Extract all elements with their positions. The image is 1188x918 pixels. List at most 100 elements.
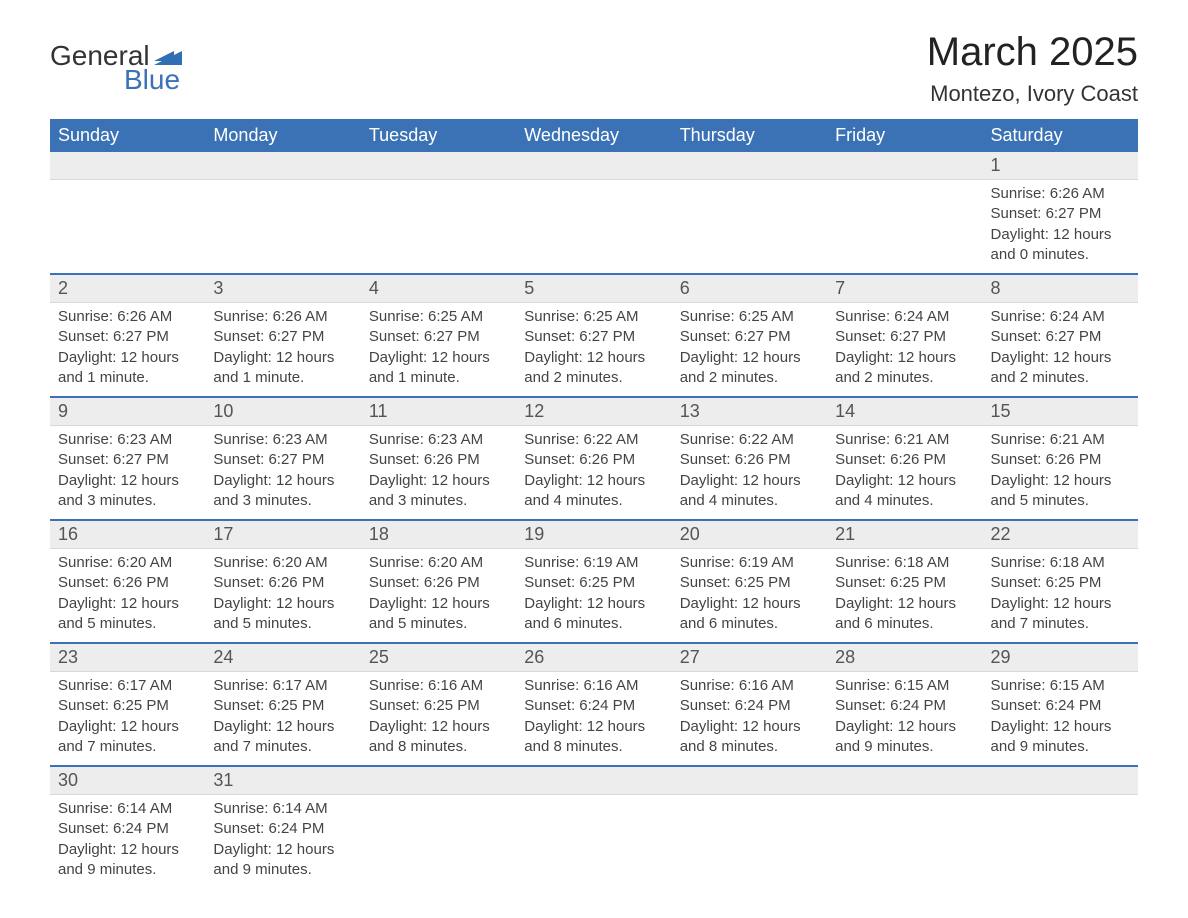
daylight-text-1: Daylight: 12 hours <box>213 594 352 614</box>
day-number: 12 <box>516 398 671 426</box>
daylight-text-1: Daylight: 12 hours <box>213 717 352 737</box>
calendar-cell-daynum: 27Sunrise: 6:16 AMSunset: 6:24 PMDayligh… <box>672 643 827 766</box>
calendar-cell-daynum: 8Sunrise: 6:24 AMSunset: 6:27 PMDaylight… <box>983 274 1138 397</box>
sunset-text: Sunset: 6:26 PM <box>835 450 974 470</box>
day-number <box>827 152 982 180</box>
calendar-cell-daynum: 23Sunrise: 6:17 AMSunset: 6:25 PMDayligh… <box>50 643 205 766</box>
sunrise-text: Sunrise: 6:24 AM <box>991 307 1130 327</box>
day-number: 23 <box>50 644 205 672</box>
sunrise-text: Sunrise: 6:18 AM <box>835 553 974 573</box>
calendar-cell-daynum <box>672 766 827 888</box>
calendar-cell-daynum: 4Sunrise: 6:25 AMSunset: 6:27 PMDaylight… <box>361 274 516 397</box>
location-label: Montezo, Ivory Coast <box>927 81 1138 107</box>
calendar-cell-daynum <box>516 766 671 888</box>
day-number: 25 <box>361 644 516 672</box>
daylight-text-2: and 9 minutes. <box>213 860 352 880</box>
day-content: Sunrise: 6:25 AMSunset: 6:27 PMDaylight:… <box>672 303 827 396</box>
daylight-text-2: and 5 minutes. <box>991 491 1130 511</box>
day-number: 20 <box>672 521 827 549</box>
daylight-text-2: and 8 minutes. <box>524 737 663 757</box>
calendar-cell-daynum: 5Sunrise: 6:25 AMSunset: 6:27 PMDaylight… <box>516 274 671 397</box>
calendar-cell-daynum <box>361 766 516 888</box>
calendar-cell-daynum: 3Sunrise: 6:26 AMSunset: 6:27 PMDaylight… <box>205 274 360 397</box>
calendar-cell-daynum: 28Sunrise: 6:15 AMSunset: 6:24 PMDayligh… <box>827 643 982 766</box>
calendar-cell-daynum: 31Sunrise: 6:14 AMSunset: 6:24 PMDayligh… <box>205 766 360 888</box>
weekday-header: Wednesday <box>516 119 671 152</box>
calendar-cell-daynum <box>516 152 671 274</box>
sunset-text: Sunset: 6:24 PM <box>58 819 197 839</box>
calendar-cell-daynum: 22Sunrise: 6:18 AMSunset: 6:25 PMDayligh… <box>983 520 1138 643</box>
sunset-text: Sunset: 6:26 PM <box>369 450 508 470</box>
sunset-text: Sunset: 6:25 PM <box>58 696 197 716</box>
sunrise-text: Sunrise: 6:23 AM <box>58 430 197 450</box>
weekday-header: Saturday <box>983 119 1138 152</box>
day-number <box>516 767 671 795</box>
day-number: 13 <box>672 398 827 426</box>
daylight-text-1: Daylight: 12 hours <box>524 348 663 368</box>
week-daynum-row: 2Sunrise: 6:26 AMSunset: 6:27 PMDaylight… <box>50 274 1138 397</box>
sunrise-text: Sunrise: 6:15 AM <box>835 676 974 696</box>
daylight-text-1: Daylight: 12 hours <box>369 594 508 614</box>
week-daynum-row: 16Sunrise: 6:20 AMSunset: 6:26 PMDayligh… <box>50 520 1138 643</box>
calendar-cell-daynum: 9Sunrise: 6:23 AMSunset: 6:27 PMDaylight… <box>50 397 205 520</box>
daylight-text-1: Daylight: 12 hours <box>369 348 508 368</box>
weekday-header: Tuesday <box>361 119 516 152</box>
daylight-text-2: and 0 minutes. <box>991 245 1130 265</box>
day-number: 10 <box>205 398 360 426</box>
daylight-text-2: and 9 minutes. <box>991 737 1130 757</box>
day-content: Sunrise: 6:17 AMSunset: 6:25 PMDaylight:… <box>50 672 205 765</box>
sunrise-text: Sunrise: 6:26 AM <box>213 307 352 327</box>
sunset-text: Sunset: 6:27 PM <box>991 327 1130 347</box>
sunset-text: Sunset: 6:27 PM <box>835 327 974 347</box>
day-number: 31 <box>205 767 360 795</box>
sunset-text: Sunset: 6:27 PM <box>524 327 663 347</box>
calendar-cell-daynum: 14Sunrise: 6:21 AMSunset: 6:26 PMDayligh… <box>827 397 982 520</box>
day-content: Sunrise: 6:20 AMSunset: 6:26 PMDaylight:… <box>205 549 360 642</box>
sunrise-text: Sunrise: 6:25 AM <box>369 307 508 327</box>
day-number: 24 <box>205 644 360 672</box>
sunrise-text: Sunrise: 6:23 AM <box>213 430 352 450</box>
daylight-text-1: Daylight: 12 hours <box>369 471 508 491</box>
daylight-text-2: and 9 minutes. <box>58 860 197 880</box>
sunrise-text: Sunrise: 6:16 AM <box>680 676 819 696</box>
daylight-text-2: and 7 minutes. <box>213 737 352 757</box>
daylight-text-1: Daylight: 12 hours <box>835 348 974 368</box>
sunrise-text: Sunrise: 6:24 AM <box>835 307 974 327</box>
day-content: Sunrise: 6:22 AMSunset: 6:26 PMDaylight:… <box>516 426 671 519</box>
sunset-text: Sunset: 6:24 PM <box>835 696 974 716</box>
sunset-text: Sunset: 6:26 PM <box>58 573 197 593</box>
calendar-cell-daynum: 7Sunrise: 6:24 AMSunset: 6:27 PMDaylight… <box>827 274 982 397</box>
daylight-text-1: Daylight: 12 hours <box>58 471 197 491</box>
day-content: Sunrise: 6:20 AMSunset: 6:26 PMDaylight:… <box>50 549 205 642</box>
sunset-text: Sunset: 6:25 PM <box>524 573 663 593</box>
weekday-header: Sunday <box>50 119 205 152</box>
daylight-text-1: Daylight: 12 hours <box>680 471 819 491</box>
calendar-cell-daynum: 19Sunrise: 6:19 AMSunset: 6:25 PMDayligh… <box>516 520 671 643</box>
daylight-text-2: and 4 minutes. <box>680 491 819 511</box>
daylight-text-2: and 1 minute. <box>58 368 197 388</box>
sunset-text: Sunset: 6:24 PM <box>991 696 1130 716</box>
day-content: Sunrise: 6:25 AMSunset: 6:27 PMDaylight:… <box>516 303 671 396</box>
day-content <box>361 795 516 865</box>
daylight-text-2: and 7 minutes. <box>991 614 1130 634</box>
month-title: March 2025 <box>927 30 1138 75</box>
sunset-text: Sunset: 6:26 PM <box>524 450 663 470</box>
day-number <box>672 152 827 180</box>
sunrise-text: Sunrise: 6:19 AM <box>524 553 663 573</box>
calendar-cell-daynum: 6Sunrise: 6:25 AMSunset: 6:27 PMDaylight… <box>672 274 827 397</box>
day-content: Sunrise: 6:23 AMSunset: 6:27 PMDaylight:… <box>50 426 205 519</box>
brand-word-2: Blue <box>124 64 180 96</box>
sunrise-text: Sunrise: 6:20 AM <box>58 553 197 573</box>
day-content: Sunrise: 6:26 AMSunset: 6:27 PMDaylight:… <box>50 303 205 396</box>
sunrise-text: Sunrise: 6:16 AM <box>369 676 508 696</box>
sunrise-text: Sunrise: 6:25 AM <box>680 307 819 327</box>
day-content <box>672 795 827 865</box>
day-number <box>516 152 671 180</box>
calendar-cell-daynum <box>361 152 516 274</box>
daylight-text-1: Daylight: 12 hours <box>213 471 352 491</box>
day-content: Sunrise: 6:21 AMSunset: 6:26 PMDaylight:… <box>827 426 982 519</box>
sunset-text: Sunset: 6:25 PM <box>680 573 819 593</box>
day-content: Sunrise: 6:23 AMSunset: 6:26 PMDaylight:… <box>361 426 516 519</box>
daylight-text-2: and 3 minutes. <box>58 491 197 511</box>
day-number: 22 <box>983 521 1138 549</box>
